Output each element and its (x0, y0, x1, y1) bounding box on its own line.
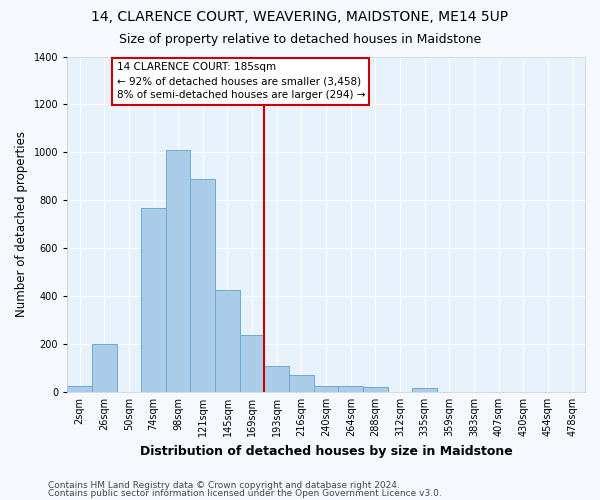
Bar (215, 290, 240, 392)
Bar (338, 386, 363, 392)
Bar (363, 388, 388, 392)
Text: Contains HM Land Registry data © Crown copyright and database right 2024.: Contains HM Land Registry data © Crown c… (48, 480, 400, 490)
Text: 14, CLARENCE COURT, WEAVERING, MAIDSTONE, ME14 5UP: 14, CLARENCE COURT, WEAVERING, MAIDSTONE… (91, 10, 509, 24)
Bar (190, 178, 215, 392)
Bar (289, 376, 314, 392)
Text: 14 CLARENCE COURT: 185sqm
← 92% of detached houses are smaller (3,458)
8% of sem: 14 CLARENCE COURT: 185sqm ← 92% of detac… (116, 62, 365, 100)
Bar (141, 208, 166, 392)
Bar (412, 388, 437, 392)
Bar (314, 386, 338, 392)
Text: Size of property relative to detached houses in Maidstone: Size of property relative to detached ho… (119, 32, 481, 46)
Bar (166, 150, 190, 392)
Bar (265, 366, 289, 392)
Bar (67, 386, 92, 392)
Bar (240, 334, 265, 392)
Y-axis label: Number of detached properties: Number of detached properties (15, 132, 28, 318)
Text: Contains public sector information licensed under the Open Government Licence v3: Contains public sector information licen… (48, 489, 442, 498)
Bar (92, 344, 116, 392)
X-axis label: Distribution of detached houses by size in Maidstone: Distribution of detached houses by size … (140, 444, 512, 458)
